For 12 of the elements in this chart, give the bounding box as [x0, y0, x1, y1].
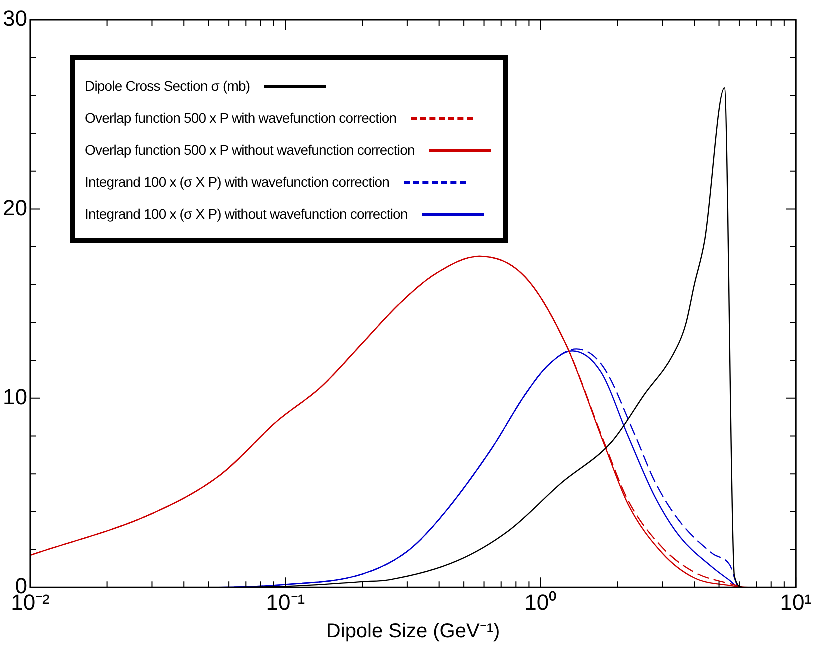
x-tick-label: 10⁻¹	[266, 590, 306, 615]
legend-label: Integrand 100 x (σ X P) without wavefunction correction	[85, 206, 408, 222]
x-axis-title: Dipole Size (GeV⁻¹)	[326, 620, 500, 643]
legend-label: Dipole Cross Section σ (mb)	[85, 78, 250, 94]
legend-label: Overlap function 500 x P without wavefunction correction	[85, 142, 415, 158]
legend-label: Overlap function 500 x P with wavefunction correction	[85, 110, 397, 126]
y-tick-label: 10	[2, 384, 28, 410]
y-tick-label: 30	[2, 6, 28, 32]
legend-label: Integrand 100 x (σ X P) with wavefunction correction	[85, 174, 390, 190]
x-tick-label: 10¹	[780, 590, 812, 615]
x-tick-label: 10⁰	[524, 590, 558, 615]
y-tick-label: 20	[2, 195, 28, 220]
